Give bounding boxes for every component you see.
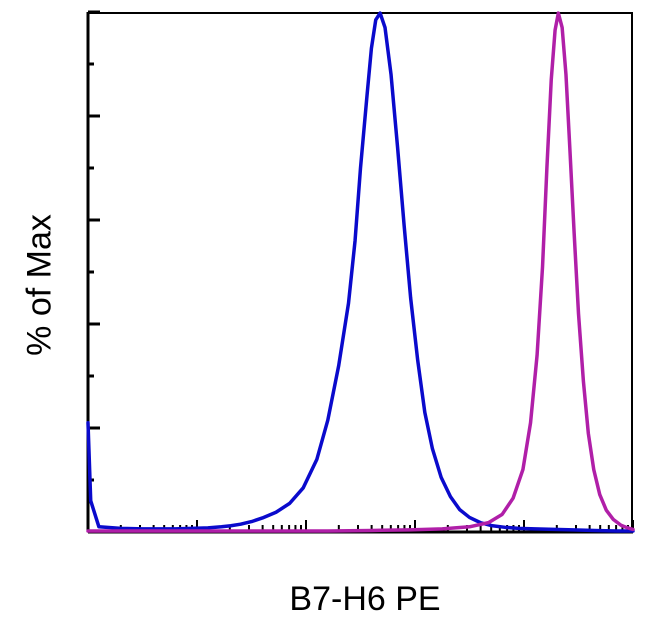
chart-svg	[0, 0, 650, 623]
x-axis-label: B7-H6 PE	[289, 580, 440, 619]
series-right-peak	[88, 13, 633, 531]
chart-container: % of Max B7-H6 PE	[0, 0, 650, 623]
y-axis-label: % of Max	[21, 214, 60, 356]
